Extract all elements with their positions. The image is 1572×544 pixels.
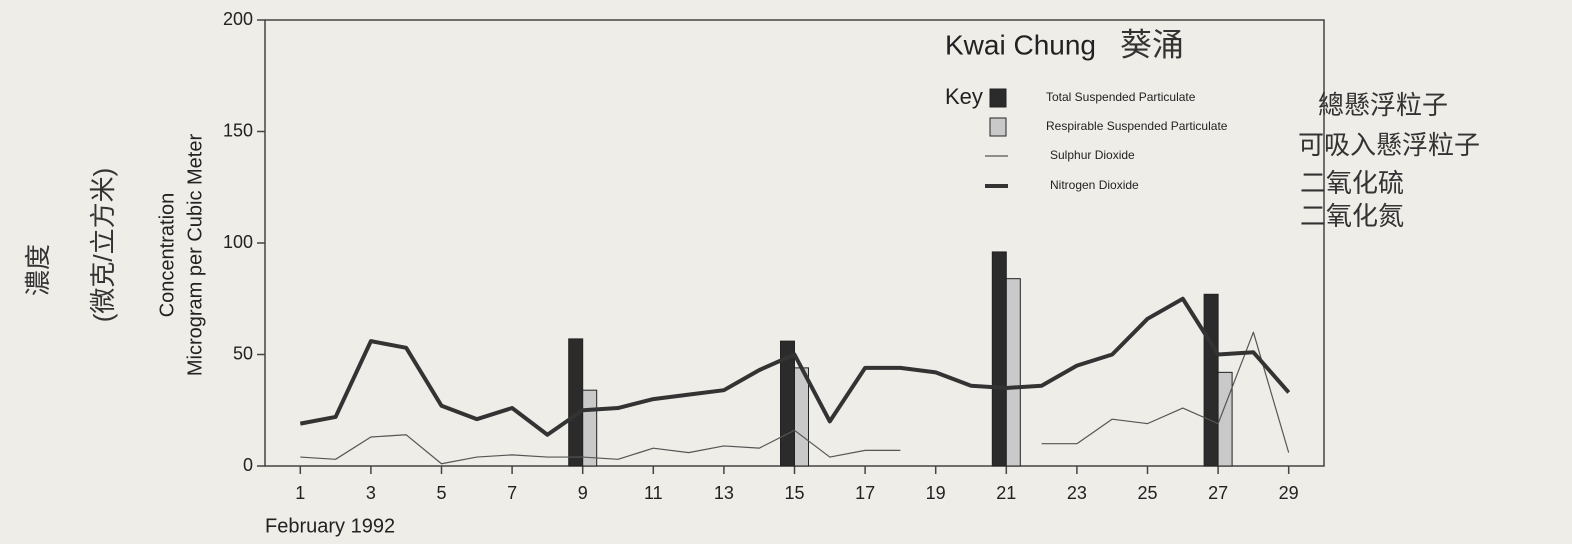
legend-label: Respirable Suspended Particulate — [1046, 119, 1228, 133]
y-axis-label-chinese: (微克/立方米) — [88, 168, 118, 323]
x-tick-label: 1 — [295, 483, 305, 503]
x-tick-label: 19 — [926, 483, 946, 503]
x-tick-label: 7 — [507, 483, 517, 503]
legend-label-chinese: 二氧化硫 — [1300, 168, 1404, 198]
x-tick-label: 25 — [1137, 483, 1157, 503]
x-tick-label: 5 — [436, 483, 446, 503]
y-tick-label: 100 — [223, 232, 253, 252]
y-axis-label: Concentration — [156, 193, 178, 318]
x-tick-label: 11 — [644, 483, 663, 503]
y-tick-label: 50 — [233, 343, 253, 363]
chart-title: Kwai Chung — [945, 29, 1096, 60]
x-tick-label: 21 — [996, 483, 1016, 503]
legend-label-chinese: 總懸浮粒子 — [1318, 90, 1448, 120]
x-tick-label: 13 — [714, 483, 734, 503]
legend-swatch — [989, 88, 1007, 108]
legend-swatch — [989, 117, 1007, 137]
bar — [1005, 278, 1021, 467]
line — [300, 331, 1290, 465]
x-tick-label: 17 — [855, 483, 875, 503]
bar — [568, 338, 584, 467]
x-tick-label: 3 — [366, 483, 376, 503]
bar — [1203, 293, 1219, 467]
legend-label: Total Suspended Particulate — [1046, 90, 1196, 104]
y-axis-label-chinese: 濃度 — [23, 244, 53, 296]
bar — [991, 251, 1007, 467]
x-tick-label: 27 — [1208, 483, 1228, 503]
y-tick-label: 150 — [223, 120, 253, 140]
bar — [794, 367, 809, 467]
line — [299, 296, 1291, 437]
legend-label-chinese: 二氧化氮 — [1300, 201, 1404, 231]
x-tick-label: 29 — [1279, 483, 1299, 503]
chart-title-chinese: 葵涌 — [1120, 26, 1184, 62]
y-tick-label: 200 — [223, 9, 253, 29]
legend-label-chinese: 可吸入懸浮粒子 — [1298, 130, 1480, 160]
y-axis-label: Microgram per Cubic Meter — [184, 134, 206, 377]
legend-title: Key — [945, 84, 983, 109]
bar — [582, 389, 598, 467]
x-axis-label: February 1992 — [265, 515, 395, 537]
x-tick-label: 9 — [578, 483, 588, 503]
legend-label: Nitrogen Dioxide — [1050, 178, 1139, 192]
legend-label: Sulphur Dioxide — [1050, 148, 1135, 162]
y-tick-label: 0 — [243, 455, 253, 475]
x-tick-label: 15 — [784, 483, 804, 503]
x-tick-label: 23 — [1067, 483, 1087, 503]
